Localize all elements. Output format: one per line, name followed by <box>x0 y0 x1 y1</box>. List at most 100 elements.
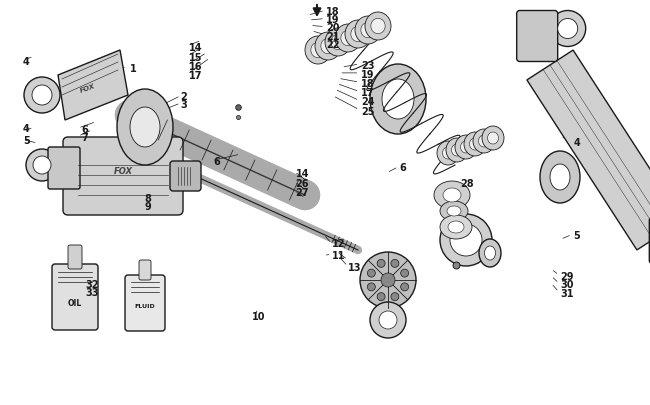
Circle shape <box>377 260 385 268</box>
Text: 18: 18 <box>326 7 340 17</box>
Text: 4: 4 <box>573 138 580 147</box>
Text: 23: 23 <box>361 61 374 70</box>
Ellipse shape <box>365 13 391 41</box>
Text: 24: 24 <box>361 97 374 107</box>
Text: 11: 11 <box>332 250 345 260</box>
Text: 12: 12 <box>332 239 345 249</box>
Ellipse shape <box>452 145 463 157</box>
Text: 31: 31 <box>560 289 574 298</box>
Ellipse shape <box>305 37 331 65</box>
Circle shape <box>400 269 409 277</box>
Ellipse shape <box>443 148 454 160</box>
Text: 27: 27 <box>296 188 309 197</box>
Text: 6: 6 <box>400 163 406 173</box>
Circle shape <box>440 215 492 266</box>
Ellipse shape <box>440 202 468 222</box>
Text: 4: 4 <box>23 124 29 134</box>
Text: 28: 28 <box>460 178 474 188</box>
FancyBboxPatch shape <box>517 11 558 62</box>
Text: 4: 4 <box>23 57 29 66</box>
Polygon shape <box>527 51 650 250</box>
Ellipse shape <box>117 90 173 166</box>
Text: 18: 18 <box>361 79 374 89</box>
Ellipse shape <box>351 27 365 43</box>
Circle shape <box>550 11 586 47</box>
FancyBboxPatch shape <box>139 260 151 280</box>
Circle shape <box>391 293 399 301</box>
Circle shape <box>400 283 409 291</box>
Text: 29: 29 <box>560 271 574 281</box>
Text: 17: 17 <box>188 71 202 81</box>
FancyBboxPatch shape <box>170 162 201 192</box>
Text: 19: 19 <box>361 70 374 80</box>
Circle shape <box>381 273 395 287</box>
Text: 15: 15 <box>188 53 202 62</box>
Ellipse shape <box>331 35 345 51</box>
Ellipse shape <box>484 246 495 260</box>
Ellipse shape <box>473 130 495 153</box>
Ellipse shape <box>341 31 355 47</box>
Ellipse shape <box>478 136 489 148</box>
Text: OIL: OIL <box>68 298 82 307</box>
Ellipse shape <box>455 136 477 160</box>
Text: 26: 26 <box>296 178 309 188</box>
FancyBboxPatch shape <box>52 264 98 330</box>
Ellipse shape <box>434 181 470 209</box>
FancyBboxPatch shape <box>68 245 82 269</box>
Circle shape <box>24 78 60 114</box>
Text: 14: 14 <box>188 43 202 53</box>
Text: 1: 1 <box>130 64 136 74</box>
Circle shape <box>367 269 375 277</box>
Text: 30: 30 <box>560 279 574 289</box>
FancyBboxPatch shape <box>125 275 165 331</box>
Ellipse shape <box>335 25 361 53</box>
Ellipse shape <box>446 139 468 162</box>
Ellipse shape <box>371 19 385 34</box>
Text: 21: 21 <box>326 32 340 41</box>
Text: 25: 25 <box>361 107 374 116</box>
Ellipse shape <box>130 108 160 148</box>
Text: 6: 6 <box>81 125 88 134</box>
Text: 32: 32 <box>86 279 99 289</box>
Ellipse shape <box>311 43 325 59</box>
Ellipse shape <box>443 189 461 202</box>
Text: FOX: FOX <box>79 82 96 93</box>
Text: 13: 13 <box>348 262 361 272</box>
Ellipse shape <box>460 142 471 153</box>
Circle shape <box>33 157 51 175</box>
Ellipse shape <box>361 23 375 38</box>
Text: 10: 10 <box>252 312 266 322</box>
Text: 3: 3 <box>181 100 187 109</box>
Text: 5: 5 <box>573 231 580 241</box>
Text: 5: 5 <box>23 136 29 146</box>
FancyBboxPatch shape <box>63 138 183 215</box>
Ellipse shape <box>315 33 341 61</box>
Circle shape <box>360 252 416 308</box>
Ellipse shape <box>488 133 499 145</box>
Ellipse shape <box>355 17 381 45</box>
Circle shape <box>377 293 385 301</box>
Ellipse shape <box>464 133 486 157</box>
Ellipse shape <box>540 151 580 203</box>
Circle shape <box>26 149 58 181</box>
Text: 16: 16 <box>188 62 202 72</box>
Circle shape <box>558 19 578 39</box>
Text: 33: 33 <box>86 288 99 297</box>
Circle shape <box>391 260 399 268</box>
Ellipse shape <box>447 207 461 216</box>
Text: 7: 7 <box>81 133 88 143</box>
Text: 6: 6 <box>213 157 220 167</box>
Text: FOX: FOX <box>114 167 133 176</box>
Ellipse shape <box>370 65 426 135</box>
Ellipse shape <box>469 139 480 151</box>
Text: 17: 17 <box>361 88 374 98</box>
Circle shape <box>379 311 397 329</box>
Text: 20: 20 <box>326 23 340 33</box>
Circle shape <box>367 283 375 291</box>
Ellipse shape <box>448 222 464 233</box>
Text: 2: 2 <box>181 92 187 102</box>
Ellipse shape <box>550 164 570 190</box>
Circle shape <box>450 224 482 256</box>
Ellipse shape <box>382 80 414 120</box>
Text: 22: 22 <box>326 40 340 49</box>
